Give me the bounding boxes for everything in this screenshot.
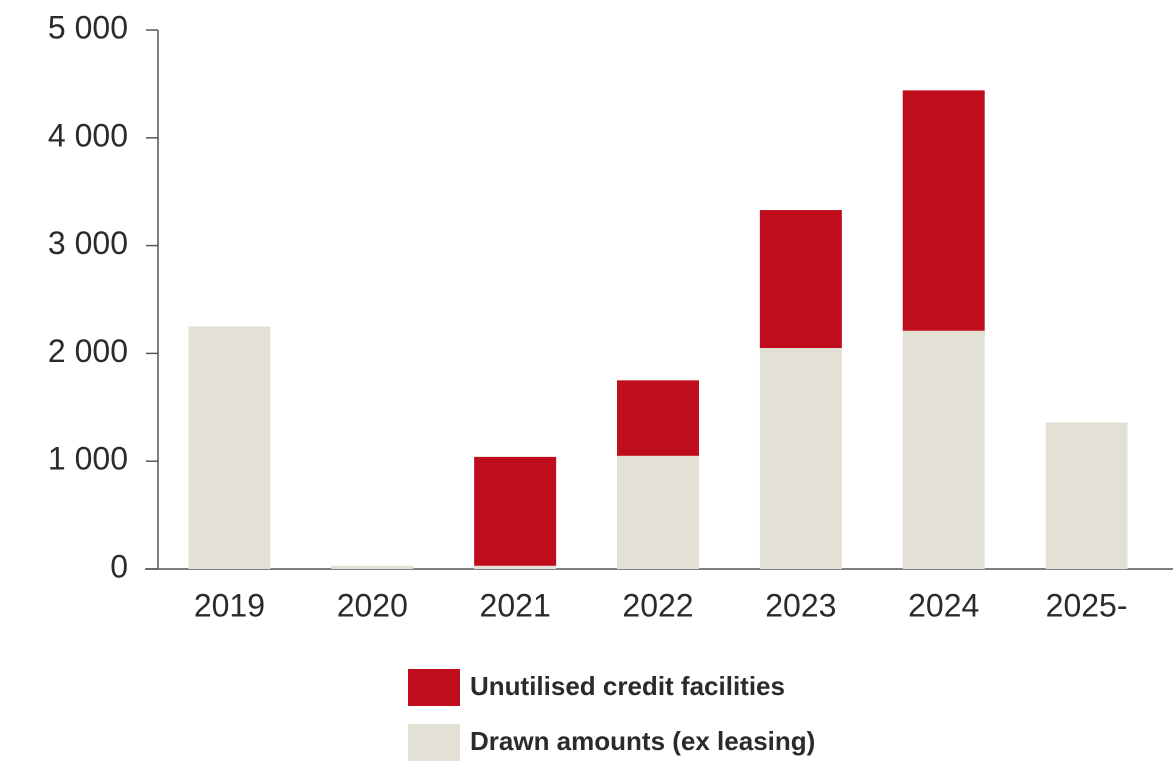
legend-label: Unutilised credit facilities bbox=[470, 671, 785, 701]
bar-segment bbox=[188, 326, 271, 569]
bar-segment bbox=[902, 330, 985, 569]
x-tick-label: 2024 bbox=[908, 587, 979, 623]
bar-segment bbox=[617, 380, 699, 456]
x-tick-label: 2022 bbox=[622, 587, 693, 623]
bar-segment bbox=[759, 210, 842, 349]
bar-segment bbox=[759, 348, 842, 569]
x-tick-label: 2021 bbox=[480, 587, 551, 623]
legend-swatch bbox=[408, 669, 460, 706]
x-tick-label: 2023 bbox=[765, 587, 836, 623]
bar-segment bbox=[474, 456, 557, 566]
bar-segment bbox=[1045, 422, 1128, 569]
bar-segment bbox=[331, 565, 414, 569]
legend-swatch bbox=[408, 724, 460, 761]
legend-label: Drawn amounts (ex leasing) bbox=[470, 726, 815, 756]
x-tick-label: 2019 bbox=[194, 587, 265, 623]
y-tick-label: 3 000 bbox=[48, 225, 128, 261]
y-tick-label: 4 000 bbox=[48, 117, 128, 153]
y-tick-label: 2 000 bbox=[48, 333, 128, 369]
x-tick-label: 2020 bbox=[337, 587, 408, 623]
bar-segment bbox=[617, 455, 699, 569]
bar-segment bbox=[474, 565, 557, 569]
bar-segment bbox=[902, 90, 985, 331]
y-tick-label: 0 bbox=[110, 548, 128, 584]
x-tick-label: 2025- bbox=[1046, 587, 1128, 623]
y-tick-label: 5 000 bbox=[48, 9, 128, 45]
y-tick-label: 1 000 bbox=[48, 441, 128, 477]
